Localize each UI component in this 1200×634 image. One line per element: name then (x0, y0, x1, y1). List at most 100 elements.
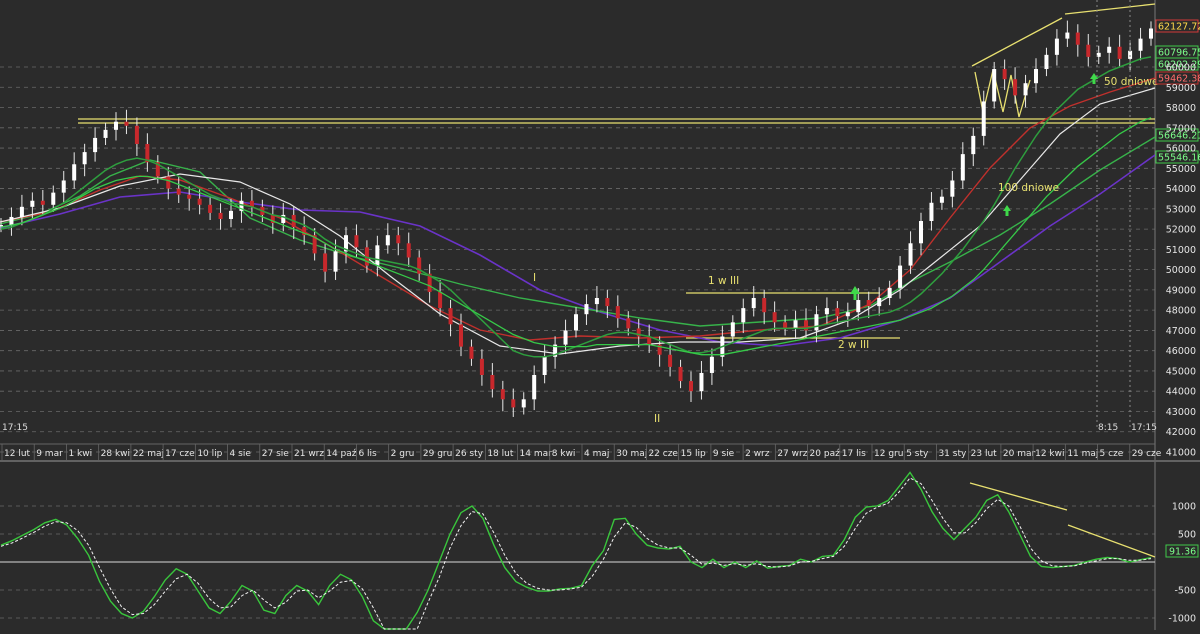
candle-body (323, 253, 328, 272)
candle-body (385, 235, 390, 246)
candle-body (375, 245, 380, 266)
candle-body (1138, 38, 1143, 51)
candle-body (783, 322, 788, 329)
ma-green-long (0, 136, 1156, 327)
candle-body (187, 194, 192, 199)
osc-value-label: 91.36 (1169, 547, 1196, 558)
x-tick-label: 6 lis (358, 449, 377, 459)
time-label-left: 17:15 (2, 423, 28, 433)
candle-body (845, 312, 850, 317)
candle-body (176, 188, 181, 195)
price-label-ma4: 56646.21 (1158, 131, 1200, 142)
candle-body (490, 375, 495, 390)
x-tick-label: 31 sty (938, 449, 967, 459)
candle-body (61, 180, 66, 193)
candle-body (584, 304, 589, 315)
candle-body (51, 192, 56, 205)
candle-body (40, 200, 45, 205)
candle-body (532, 375, 537, 400)
candle-body (1107, 46, 1112, 53)
candle-body (249, 200, 254, 207)
x-tick-label: 2 wrz (745, 449, 770, 459)
osc-main-line (0, 471, 1152, 630)
arrow-up-icon (1003, 205, 1011, 216)
trend-lines (78, 3, 1156, 558)
x-tick-label: 14 paź (326, 449, 357, 459)
x-tick-label: 21 wrz (294, 449, 324, 459)
candle-body (396, 235, 401, 244)
x-tick-label: 12 kwi (1035, 449, 1064, 459)
label-1-w-iii: 1 w III (708, 275, 739, 287)
candle-body (124, 121, 129, 126)
osc-signal-line (0, 477, 1152, 630)
candle-body (824, 308, 829, 315)
price-label-box (1155, 19, 1199, 33)
candle-body (971, 135, 976, 155)
y-axis-labels: 41000 42000 43000 44000 45000 46000 47000 48000… (1166, 63, 1196, 459)
candle-body (960, 154, 965, 181)
x-tick-label: 12 gru (874, 449, 903, 459)
candle-body (1065, 32, 1070, 39)
candle-body (312, 235, 317, 254)
candle-body (208, 204, 213, 213)
x-tick-label: 2 gru (391, 449, 415, 459)
candle-body (302, 227, 307, 236)
x-tick-label: 1 kwi (68, 449, 92, 459)
label-wave-ii: II (654, 413, 660, 425)
candle-body (1086, 44, 1091, 57)
candle-body (887, 287, 892, 298)
candle-body (709, 356, 714, 373)
candle-body (521, 399, 526, 408)
candle-body (1149, 28, 1153, 39)
price-label-last: 62127.72 (1158, 22, 1200, 33)
candle-body (1034, 69, 1038, 84)
x-tick-label: 26 sty (455, 449, 484, 459)
x-tick-label: 4 maj (584, 449, 609, 459)
osc-y-tick-label: 1000 (1172, 502, 1196, 513)
x-tick-label: 12 lut (4, 449, 31, 459)
candle-body (1023, 83, 1028, 96)
osc-y-tick-label: 500 (1178, 530, 1196, 541)
candle-body (678, 366, 683, 382)
ma-red (0, 77, 1156, 341)
candle-body (103, 129, 108, 138)
price-labels: 62127.72 60796.75 60202.29 59462.38 5664… (1155, 19, 1200, 558)
candle-body (668, 354, 673, 367)
candle-body (898, 265, 903, 288)
candle-body (866, 300, 871, 307)
price-panel-bg (0, 0, 1155, 460)
price-label-box (1155, 128, 1199, 142)
candle-body (229, 210, 233, 219)
candle-body (877, 298, 882, 307)
x-tick-label: 27 wrz (777, 449, 807, 459)
x-tick-label: 22 cze (648, 449, 678, 459)
x-tick-label: 29 gru (423, 449, 452, 459)
price-label-box (1155, 57, 1199, 71)
candle-body (814, 314, 819, 331)
y-tick-label: 49000 (1166, 285, 1196, 296)
osc-value-box (1165, 544, 1199, 558)
candle-body (835, 308, 840, 317)
candle-body (981, 101, 986, 136)
y-tick-label: 44000 (1166, 387, 1196, 398)
candle-body (1128, 50, 1133, 59)
x-tick-label: 23 lut (971, 449, 998, 459)
price-label-box (1155, 150, 1199, 164)
x-tick-label: 11 maj (1067, 449, 1098, 459)
candle-body (239, 200, 244, 211)
candles (0, 20, 1153, 417)
ma-white (0, 87, 1156, 355)
price-label-ma5: 55546.16 (1158, 153, 1200, 164)
candle-body (333, 251, 338, 272)
y-tick-label: 46000 (1166, 346, 1196, 357)
y-tick-label: 57000 (1166, 123, 1196, 134)
y-tick-label: 47000 (1166, 326, 1196, 337)
x-tick-label: 29 cze (1132, 449, 1162, 459)
candle-body (9, 216, 14, 226)
candle-body (563, 330, 568, 345)
candle-body (459, 324, 463, 347)
candle-body (145, 144, 150, 163)
candle-body (636, 328, 641, 337)
candle-body (19, 206, 24, 217)
